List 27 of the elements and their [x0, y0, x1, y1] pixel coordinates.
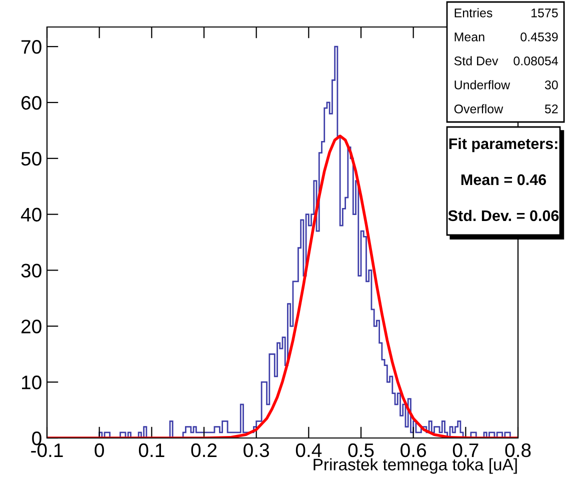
x-tick-label: -0.1 — [31, 443, 63, 458]
text: Entries 1575 — [454, 8, 558, 18]
x-axis-title: Prirastek temnega toka [uA] — [314, 458, 517, 474]
annotation: Fit parameters: — [449, 138, 558, 152]
x-tick-label: 0.8 — [505, 443, 531, 458]
text: Underflow 30 — [454, 80, 558, 90]
y-tick-label: 0 — [32, 431, 42, 446]
x-tick-label: 0.6 — [400, 443, 426, 458]
y-tick-label: 40 — [20, 208, 42, 222]
annotation: Mean = 0.46 — [461, 174, 546, 186]
x-tick-label: 0.7 — [452, 443, 478, 458]
text: Overflow 52 — [454, 104, 558, 114]
x-tick-label: 0.2 — [191, 443, 217, 458]
x-tick-label: 0.3 — [244, 443, 269, 458]
y-tick-label: 60 — [22, 96, 42, 110]
x-tick-label: 0.1 — [138, 443, 164, 458]
y-tick-label: 70 — [22, 40, 42, 54]
y-tick-label: 50 — [21, 152, 42, 166]
text: Std Dev 0.08054 — [454, 56, 558, 66]
text: Mean 0.4539 — [454, 32, 558, 42]
y-tick-label: 10 — [22, 376, 42, 390]
x-tick-label: 0.4 — [296, 443, 322, 458]
annotation: Std. Dev. = 0.06 — [448, 210, 559, 222]
y-tick-label: 20 — [21, 320, 42, 334]
x-tick-label: 0.5 — [348, 443, 374, 458]
y-tick-label: 30 — [21, 264, 42, 278]
x-tick-label: 0 — [94, 443, 104, 458]
